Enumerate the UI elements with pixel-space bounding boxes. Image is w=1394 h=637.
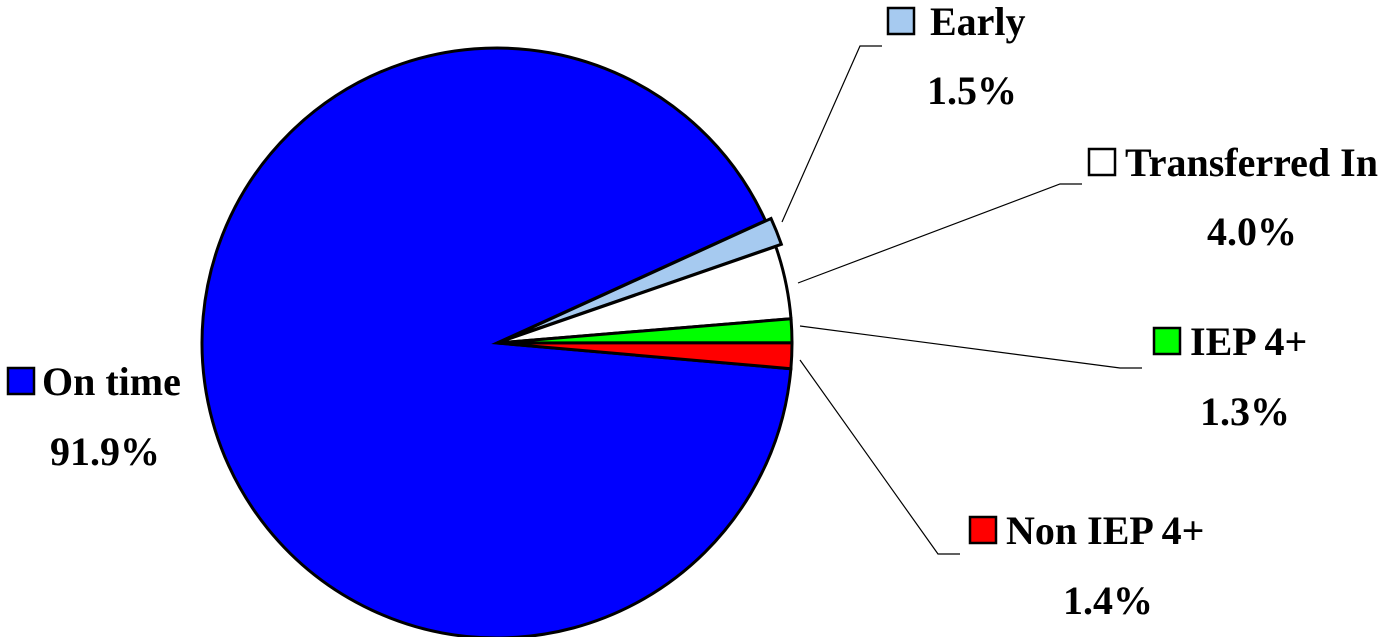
percent-non-iep-4plus: 1.4% [1063,578,1153,623]
pie-slices [200,46,794,637]
percent-transferred-in: 4.0% [1207,209,1297,254]
swatch-iep-4plus [1152,326,1182,356]
label-iep-4plus: IEP 4+ [1190,319,1307,364]
swatch-early [886,6,916,36]
label-non-iep-4plus: Non IEP 4+ [1006,508,1204,553]
leader-line-iep-4plus [799,325,1142,369]
percent-early: 1.5% [927,68,1017,113]
leader-line-non-iep-4plus [799,359,960,555]
leader-line-early [781,45,882,223]
label-early: Early [930,0,1026,44]
percent-iep-4plus: 1.3% [1200,389,1290,434]
label-on-time: On time [42,359,181,404]
swatch-non-iep-4plus [968,515,998,545]
leader-line-transferred-in [797,183,1082,284]
swatch-transferred-in [1087,147,1117,177]
slice-early [501,216,784,343]
percent-on-time: 91.9% [50,429,160,474]
label-transferred-in: Transferred In [1125,140,1378,185]
slice-on-time [200,46,793,637]
data-labels: On time 91.9% Early 1.5% Transferred In 4.0% I… [6,0,1378,623]
leader-lines [781,45,1142,555]
swatch-on-time [6,366,36,396]
slice-non-iep-4plus [496,341,794,371]
